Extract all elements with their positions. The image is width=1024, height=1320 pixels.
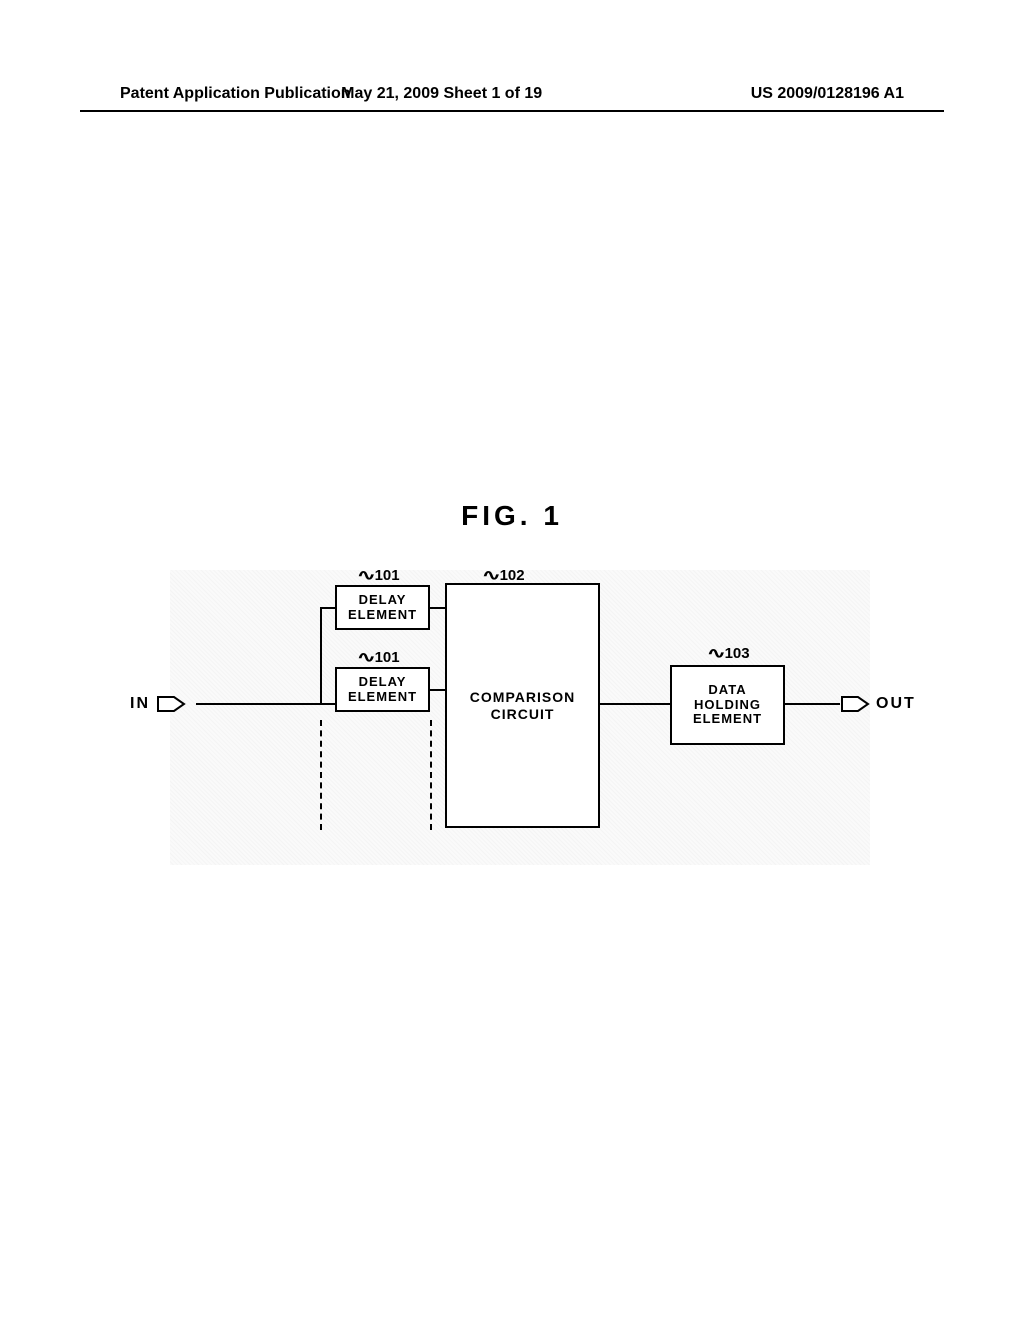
ref-delay2-num: 101 [375, 649, 400, 666]
port-out-label: OUT [876, 695, 916, 713]
block-datahold-box: DATA HOLDING ELEMENT [670, 665, 785, 745]
figure-title: FIG. 1 [461, 500, 563, 532]
block-delay1-box: DELAY ELEMENT [335, 585, 430, 630]
ref-tick-icon: ∿ [707, 644, 726, 662]
block-delay1-line2: ELEMENT [348, 608, 417, 623]
block-compare-line2: CIRCUIT [491, 706, 555, 722]
block-datahold-line1: DATA [708, 683, 746, 698]
ref-delay2: ∿101 [360, 648, 400, 666]
ref-compare: ∿102 [485, 566, 525, 584]
wire-datahold-to-out [785, 703, 840, 705]
ref-delay1-num: 101 [375, 567, 400, 584]
block-datahold-line3: ELEMENT [693, 712, 762, 727]
wire-in-main [196, 703, 335, 705]
wire-branch-vertical [320, 607, 322, 705]
header-center: May 21, 2009 Sheet 1 of 19 [341, 85, 542, 103]
port-out: OUT [840, 694, 916, 714]
ref-tick-icon: ∿ [357, 648, 376, 666]
port-in-label: IN [130, 695, 150, 713]
header-rule [80, 110, 944, 112]
wire-delay1-to-compare [430, 607, 445, 609]
block-datahold: DATA HOLDING ELEMENT [670, 665, 785, 745]
ref-tick-icon: ∿ [482, 566, 501, 584]
wire-dash-left [320, 720, 322, 830]
block-delay2-box: DELAY ELEMENT [335, 667, 430, 712]
ref-compare-num: 102 [500, 567, 525, 584]
block-compare-box: COMPARISON CIRCUIT [445, 583, 600, 828]
block-datahold-line2: HOLDING [694, 698, 761, 713]
header-right: US 2009/0128196 A1 [751, 85, 904, 103]
wire-dash-right [430, 720, 432, 830]
block-delay1: DELAY ELEMENT [335, 585, 430, 630]
ref-delay1: ∿101 [360, 566, 400, 584]
block-delay2-line1: DELAY [359, 675, 407, 690]
wire-branch-top [320, 607, 335, 609]
header-left: Patent Application Publication [120, 85, 351, 103]
block-compare-line1: COMPARISON [470, 689, 575, 705]
block-delay2-line2: ELEMENT [348, 690, 417, 705]
ref-datahold-num: 103 [725, 645, 750, 662]
ref-tick-icon: ∿ [357, 566, 376, 584]
block-delay1-line1: DELAY [359, 593, 407, 608]
block-compare: COMPARISON CIRCUIT [445, 583, 600, 828]
wire-delay2-to-compare [430, 689, 445, 691]
port-in: IN [130, 694, 186, 714]
port-out-icon [840, 694, 870, 714]
wire-compare-to-datahold [600, 703, 670, 705]
ref-datahold: ∿103 [710, 644, 750, 662]
page-header: Patent Application Publication May 21, 2… [120, 85, 904, 103]
block-delay2: DELAY ELEMENT [335, 667, 430, 712]
port-in-icon [156, 694, 186, 714]
